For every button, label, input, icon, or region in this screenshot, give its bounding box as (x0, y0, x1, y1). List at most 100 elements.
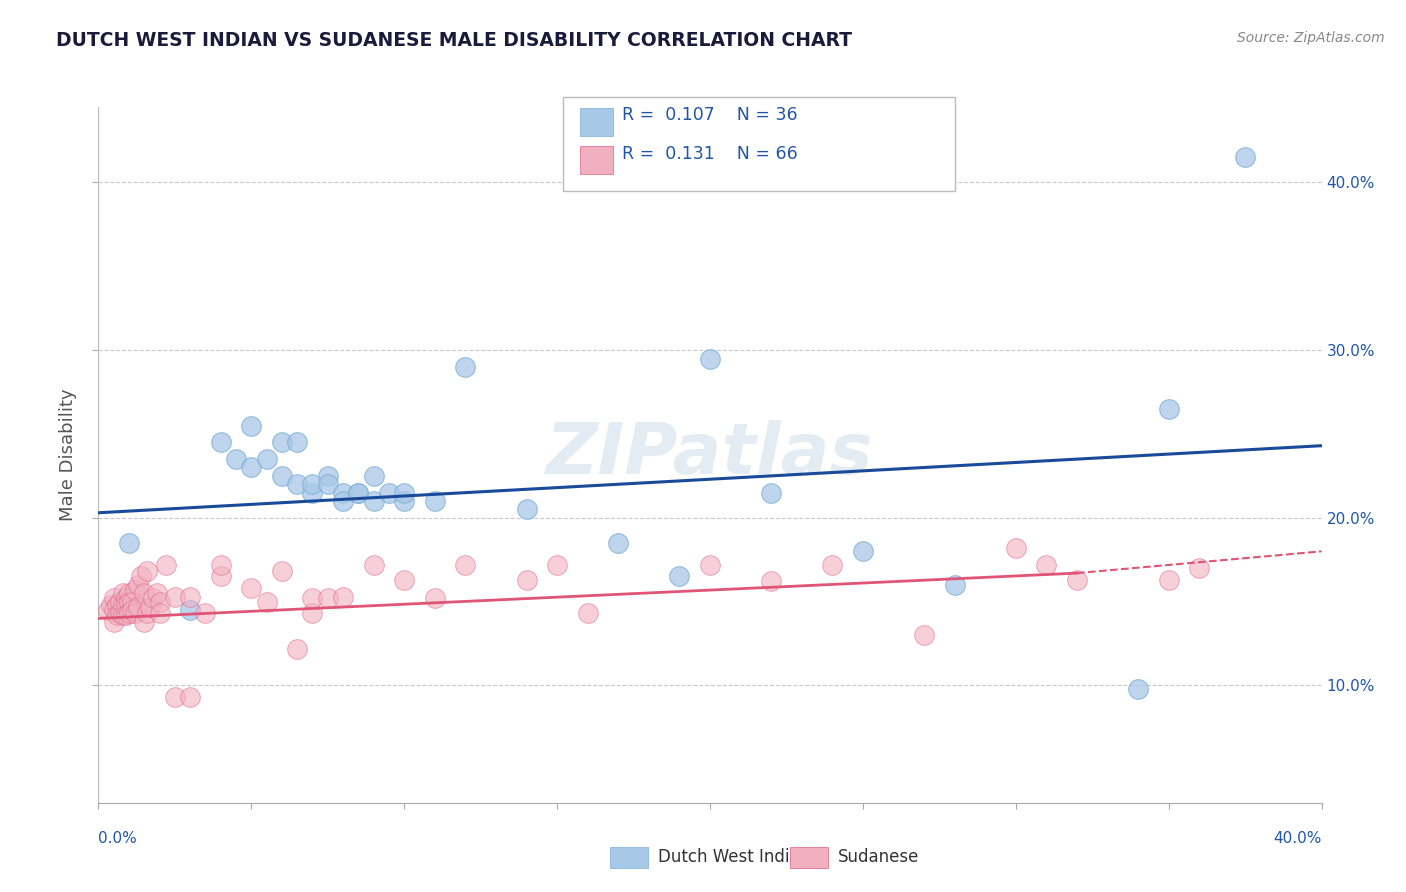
Point (240, 418, 263, 433)
Point (423, 494, 446, 508)
Point (1188, 561, 1211, 575)
Point (163, 590, 186, 604)
Point (149, 607, 172, 621)
Point (270, 435, 292, 450)
Point (423, 591, 446, 606)
Point (97, 603, 120, 617)
Point (270, 565, 292, 579)
Point (1035, 558, 1057, 572)
Point (103, 591, 125, 606)
Point (454, 359, 477, 374)
Point (256, 452, 278, 467)
Point (118, 536, 141, 550)
Point (316, 591, 339, 606)
Point (852, 544, 875, 558)
Point (121, 603, 143, 617)
Point (209, 569, 232, 583)
Point (134, 615, 156, 629)
Point (546, 558, 568, 572)
Point (124, 582, 146, 597)
Point (127, 599, 149, 614)
Point (301, 485, 323, 500)
Text: R =  0.131    N = 66: R = 0.131 N = 66 (621, 145, 797, 163)
Point (100, 598, 122, 612)
Point (139, 599, 162, 614)
Text: DUTCH WEST INDIAN VS SUDANESE MALE DISABILITY CORRELATION CHART: DUTCH WEST INDIAN VS SUDANESE MALE DISAB… (56, 31, 852, 50)
Point (108, 607, 131, 621)
Point (136, 565, 159, 579)
Point (240, 460, 263, 475)
Point (1004, 541, 1026, 555)
Text: R =  0.107    N = 36: R = 0.107 N = 36 (621, 106, 797, 124)
Point (118, 607, 141, 621)
Point (163, 690, 186, 705)
Text: ZIPatlas: ZIPatlas (547, 420, 873, 490)
Point (155, 558, 177, 572)
Point (285, 435, 308, 450)
Text: Sudanese: Sudanese (838, 848, 920, 866)
Point (149, 594, 172, 608)
Point (285, 641, 308, 656)
Text: 0.0%: 0.0% (98, 831, 138, 847)
Point (145, 586, 167, 600)
Text: Source: ZipAtlas.com: Source: ZipAtlas.com (1237, 31, 1385, 45)
Point (821, 558, 844, 572)
Point (347, 485, 370, 500)
Point (225, 452, 247, 467)
Point (301, 477, 323, 491)
Point (121, 594, 143, 608)
Point (516, 573, 538, 587)
Point (103, 603, 125, 617)
Point (332, 494, 354, 508)
Y-axis label: Male Disability: Male Disability (59, 389, 77, 521)
Point (194, 607, 217, 621)
Point (179, 590, 201, 604)
Point (392, 485, 416, 500)
Point (363, 494, 385, 508)
Point (179, 603, 201, 617)
Point (454, 558, 477, 572)
Point (699, 351, 721, 366)
Point (270, 468, 292, 483)
Point (129, 569, 152, 583)
Point (516, 502, 538, 516)
Point (124, 607, 146, 621)
FancyBboxPatch shape (564, 96, 955, 191)
Point (759, 485, 782, 500)
Point (256, 594, 278, 608)
Point (103, 615, 125, 629)
Point (118, 586, 141, 600)
Point (142, 591, 165, 606)
Point (392, 573, 416, 587)
Point (179, 690, 201, 705)
Point (1157, 573, 1180, 587)
Point (392, 494, 416, 508)
Point (347, 485, 370, 500)
Point (105, 598, 128, 612)
Point (285, 477, 308, 491)
Point (240, 581, 263, 595)
Point (316, 477, 339, 491)
Point (127, 578, 149, 592)
Point (378, 485, 401, 500)
Point (115, 607, 138, 622)
Point (607, 536, 630, 550)
Point (105, 607, 128, 622)
Point (136, 607, 159, 621)
Point (332, 590, 354, 604)
Point (115, 591, 138, 606)
Point (111, 607, 134, 622)
Point (111, 586, 134, 600)
Point (108, 594, 131, 608)
Point (1234, 150, 1257, 164)
FancyBboxPatch shape (581, 108, 613, 136)
Text: Dutch West Indians: Dutch West Indians (658, 848, 818, 866)
Point (316, 468, 339, 483)
Point (111, 598, 134, 612)
Point (209, 558, 232, 572)
Point (363, 558, 385, 572)
FancyBboxPatch shape (581, 146, 613, 174)
Point (115, 598, 138, 612)
Point (668, 569, 690, 583)
Point (301, 591, 323, 606)
